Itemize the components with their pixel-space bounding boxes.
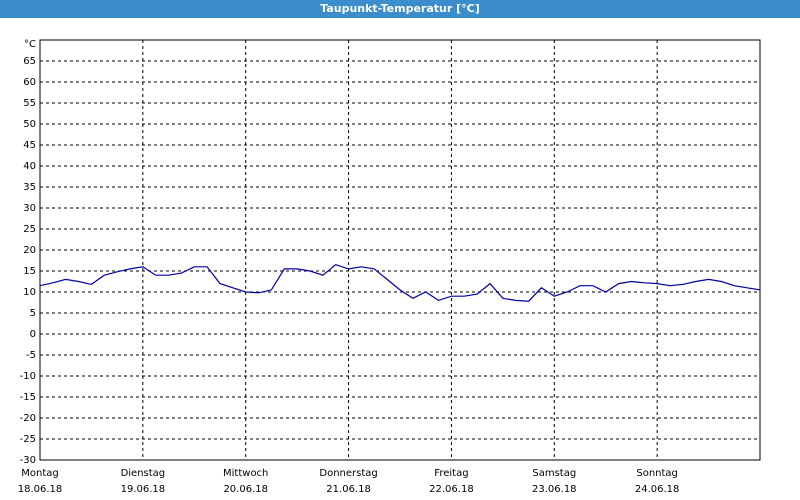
- x-tick-label: Donnerstag: [319, 468, 377, 479]
- x-tick-date: 21.06.18: [326, 484, 371, 495]
- y-tick-label: 10: [23, 287, 36, 298]
- x-tick-label: Freitag: [434, 468, 468, 479]
- x-tick-date: 20.06.18: [223, 484, 268, 495]
- y-tick-label: 65: [23, 56, 36, 67]
- y-tick-label: 20: [23, 245, 36, 256]
- x-tick-date: 22.06.18: [429, 484, 474, 495]
- y-tick-label: -10: [20, 371, 36, 382]
- y-tick-label: 50: [23, 119, 36, 130]
- y-tick-label: -5: [26, 350, 36, 361]
- y-tick-label: -20: [20, 413, 36, 424]
- y-tick-label: 30: [23, 203, 36, 214]
- y-tick-label: -30: [20, 455, 36, 466]
- x-tick-date: 24.06.18: [635, 484, 680, 495]
- x-tick-date: 23.06.18: [532, 484, 577, 495]
- x-tick-label: Montag: [21, 468, 58, 479]
- x-tick-date: 19.06.18: [121, 484, 166, 495]
- y-tick-label: 5: [30, 308, 36, 319]
- x-tick-label: Dienstag: [121, 468, 166, 479]
- x-tick-label: Sonntag: [636, 468, 678, 479]
- y-tick-label: 55: [23, 98, 36, 109]
- chart-title: Taupunkt-Temperatur [°C]: [320, 2, 480, 15]
- y-tick-label: °C: [24, 39, 36, 50]
- x-tick-date: 18.06.18: [18, 484, 63, 495]
- x-tick-label: Samstag: [532, 468, 576, 479]
- x-tick-label: Mittwoch: [223, 468, 268, 479]
- y-tick-label: -25: [20, 434, 36, 445]
- y-tick-label: 0: [30, 329, 36, 340]
- y-tick-label: 40: [23, 161, 36, 172]
- y-tick-label: 25: [23, 224, 36, 235]
- y-tick-label: 35: [23, 182, 36, 193]
- y-tick-label: -15: [20, 392, 36, 403]
- y-tick-label: 45: [23, 140, 36, 151]
- title-bar: [0, 0, 800, 18]
- y-tick-label: 15: [23, 266, 36, 277]
- y-tick-label: 60: [23, 77, 36, 88]
- data-line: [39, 264, 761, 302]
